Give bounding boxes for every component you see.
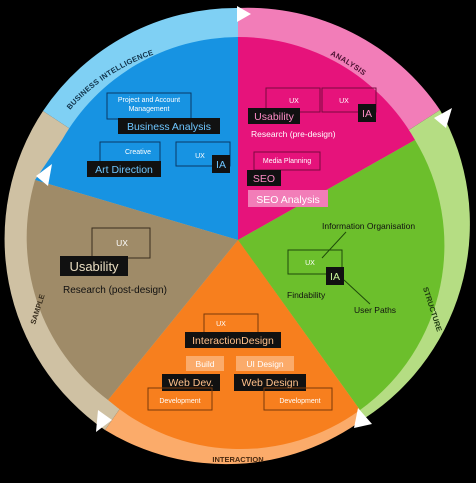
analysis-usability-label: Usability	[254, 111, 294, 123]
development-left-label: Development	[159, 398, 200, 405]
arrow-left	[36, 164, 52, 186]
sector-business-intelligence	[35, 37, 238, 240]
seo-analysis-label: SEO Analysis	[256, 194, 320, 206]
interaction-content: UX InteractionDesign Build UI Design Web…	[147, 313, 333, 411]
ring-label-interaction: INTERACTION	[212, 455, 263, 464]
bi-ia-label: IA	[216, 159, 226, 171]
analysis-research-label: Research (pre-design)	[251, 129, 336, 139]
business-analysis-label: Business Analysis	[127, 121, 211, 133]
project-management-label: Project and Account	[118, 97, 180, 104]
arrow-top	[237, 6, 251, 22]
structure-ux-label: UX	[305, 260, 315, 267]
sample-ux-label: UX	[116, 238, 128, 248]
structure-ia-label: IA	[330, 271, 340, 283]
development-right-label: Development	[279, 398, 320, 405]
sample-content: UX Usability Research (post-design)	[60, 227, 167, 296]
arrow-bottom-right	[354, 408, 372, 428]
build-label: Build	[196, 359, 215, 369]
analysis-ux-right-label: UX	[339, 98, 349, 105]
web-dev-label: Web Dev.	[168, 377, 213, 389]
ring-arrows	[36, 6, 452, 432]
sector-sample	[26, 180, 239, 400]
ui-design-label: UI Design	[246, 359, 284, 369]
seo-label: SEO	[253, 173, 275, 185]
user-paths-label: User Paths	[354, 305, 396, 315]
analysis-ia-label: IA	[362, 108, 372, 120]
art-direction-label: Art Direction	[95, 164, 153, 176]
web-design-label: Web Design	[241, 377, 298, 389]
findability-label: Findability	[287, 290, 326, 300]
information-organisation-label: Information Organisation	[322, 221, 415, 231]
structure-content: Information Organisation UX IA Findabili…	[287, 221, 415, 315]
arrow-right	[434, 108, 452, 128]
project-management-label-2: Management	[129, 106, 170, 113]
sample-usability-label: Usability	[69, 259, 119, 274]
interaction-ux-label: UX	[216, 321, 226, 328]
creative-label: Creative	[125, 149, 151, 156]
interaction-design-label: InteractionDesign	[192, 335, 274, 347]
business-intelligence-content: Project and Account Management Business …	[87, 92, 231, 177]
analysis-content: UX Usability UX IA Research (pre-design)…	[247, 87, 377, 207]
media-planning-label: Media Planning	[263, 158, 311, 165]
arrow-bottom-left	[96, 410, 112, 432]
sample-research-label: Research (post-design)	[63, 285, 167, 296]
bi-ux-label: UX	[195, 153, 205, 160]
analysis-ux-left-label: UX	[289, 98, 299, 105]
